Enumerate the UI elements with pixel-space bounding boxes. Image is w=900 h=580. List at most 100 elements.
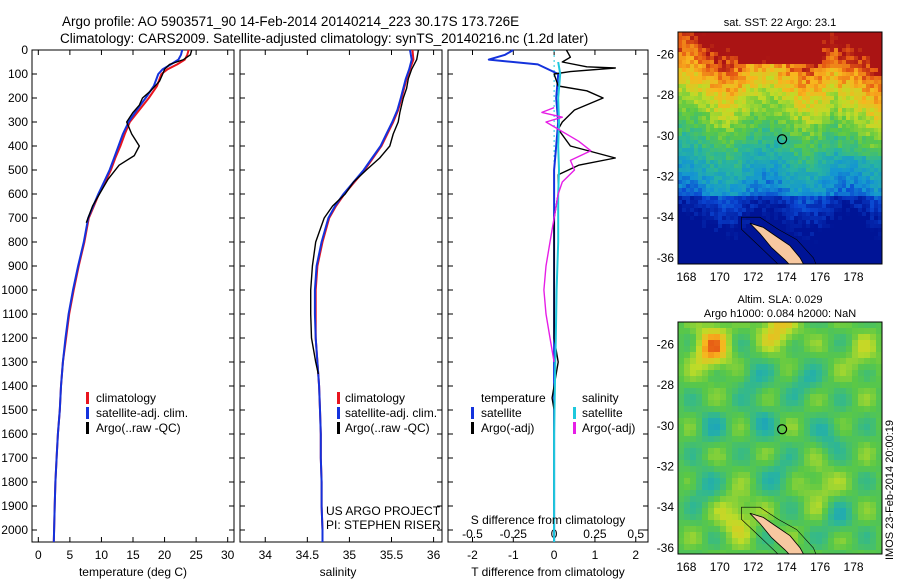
heatmap-cell	[780, 358, 787, 365]
heatmap-cell	[778, 208, 783, 213]
heatmap-cell	[866, 148, 871, 153]
heatmap-cell	[690, 514, 697, 521]
heatmap-cell	[810, 60, 815, 65]
heatmap-cell	[738, 112, 743, 117]
heatmap-cell	[770, 60, 775, 65]
heatmap-cell	[694, 64, 699, 69]
heatmap-cell	[794, 176, 799, 181]
heatmap-cell	[766, 152, 771, 157]
heatmap-cell	[744, 538, 751, 545]
heatmap-cell	[792, 514, 799, 521]
heatmap-cell	[734, 96, 739, 101]
heatmap-cell	[852, 376, 859, 383]
heatmap-cell	[866, 176, 871, 181]
temperature-xlabel: temperature (deg C)	[79, 565, 187, 579]
heatmap-cell	[746, 196, 751, 201]
heatmap-cell	[694, 192, 699, 197]
heatmap-cell	[858, 84, 863, 89]
heatmap-cell	[822, 188, 827, 193]
heatmap-cell	[818, 204, 823, 209]
heatmap-cell	[870, 64, 875, 69]
heatmap-cell	[742, 68, 747, 73]
heatmap-cell	[864, 454, 871, 461]
heatmap-cell	[694, 188, 699, 193]
heatmap-cell	[810, 92, 815, 97]
heatmap-cell	[834, 228, 839, 233]
heatmap-cell	[870, 376, 877, 383]
heatmap-cell	[726, 544, 733, 551]
heatmap-cell	[774, 120, 779, 125]
heatmap-cell	[870, 164, 875, 169]
heatmap-cell	[798, 436, 805, 443]
heatmap-cell	[726, 220, 731, 225]
heatmap-cell	[690, 394, 697, 401]
heatmap-cell	[866, 140, 871, 145]
heatmap-cell	[870, 192, 875, 197]
heatmap-cell	[690, 508, 697, 515]
heatmap-cell	[786, 120, 791, 125]
heatmap-cell	[822, 64, 827, 69]
heatmap-cell	[830, 136, 835, 141]
heatmap-cell	[678, 188, 683, 193]
heatmap-cell	[782, 196, 787, 201]
heatmap-cell	[718, 144, 723, 149]
heatmap-cell	[790, 44, 795, 49]
heatmap-cell	[814, 244, 819, 249]
heatmap-cell	[690, 364, 697, 371]
heatmap-cell	[846, 180, 851, 185]
heatmap-cell	[834, 188, 839, 193]
heatmap-cell	[732, 412, 739, 419]
heatmap-cell	[834, 40, 839, 45]
heatmap-cell	[828, 460, 835, 467]
heatmap-cell	[862, 60, 867, 65]
heatmap-cell	[794, 72, 799, 77]
heatmap-cell	[766, 116, 771, 121]
heatmap-cell	[876, 376, 882, 383]
heatmap-cell	[722, 244, 727, 249]
heatmap-cell	[862, 140, 867, 145]
heatmap-cell	[818, 128, 823, 133]
heatmap-cell	[738, 538, 745, 545]
heatmap-cell	[708, 388, 715, 395]
heatmap-cell	[834, 96, 839, 101]
heatmap-cell	[778, 212, 783, 217]
heatmap-cell	[750, 532, 757, 539]
heatmap-cell	[838, 80, 843, 85]
heatmap-cell	[726, 108, 731, 113]
heatmap-cell	[774, 430, 781, 437]
heatmap-cell	[706, 80, 711, 85]
heatmap-cell	[766, 184, 771, 189]
heatmap-cell	[684, 442, 691, 449]
heatmap-cell	[742, 132, 747, 137]
heatmap-cell	[854, 116, 859, 121]
heatmap-cell	[766, 48, 771, 53]
heatmap-cell	[858, 64, 863, 69]
heatmap-cell	[876, 364, 882, 371]
heatmap-cell	[682, 180, 687, 185]
heatmap-cell	[846, 346, 853, 353]
heatmap-cell	[790, 108, 795, 113]
heatmap-cell	[830, 244, 835, 249]
heatmap-cell	[734, 40, 739, 45]
heatmap-cell	[870, 184, 875, 189]
heatmap-cell	[778, 192, 783, 197]
heatmap-cell	[678, 204, 683, 209]
heatmap-cell	[678, 224, 683, 229]
heatmap-cell	[708, 484, 715, 491]
heatmap-cell	[810, 192, 815, 197]
heatmap-cell	[678, 40, 683, 45]
heatmap-cell	[818, 208, 823, 213]
series-layer	[52, 49, 616, 543]
heatmap-cell	[878, 180, 882, 185]
heatmap-cell	[858, 224, 863, 229]
heatmap-cell	[806, 120, 811, 125]
heatmap-cell	[718, 44, 723, 49]
heatmap-cell	[794, 156, 799, 161]
heatmap-cell	[806, 100, 811, 105]
heatmap-cell	[678, 56, 683, 61]
heatmap-cell	[858, 436, 865, 443]
heatmap-cell	[854, 248, 859, 253]
heatmap-cell	[762, 204, 767, 209]
heatmap-cell	[878, 144, 882, 149]
heatmap-cell	[786, 208, 791, 213]
